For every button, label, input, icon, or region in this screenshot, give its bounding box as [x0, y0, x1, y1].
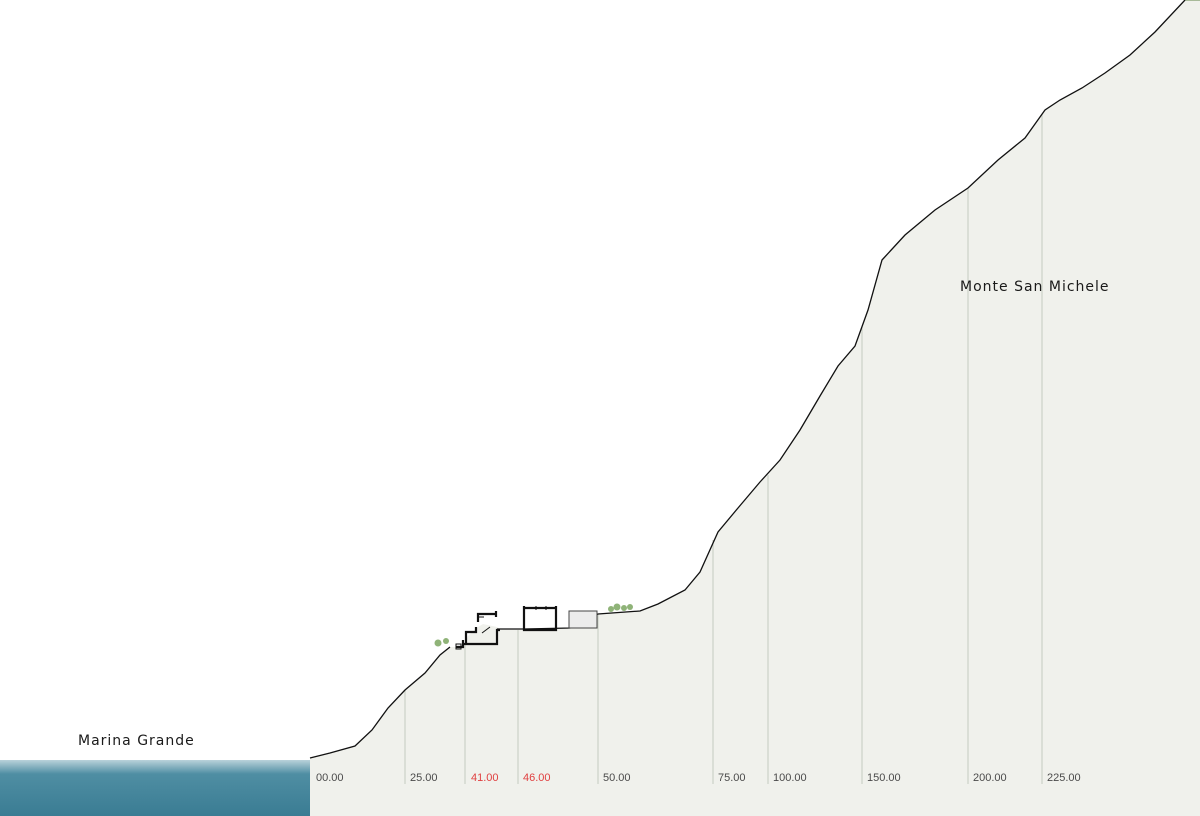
elevation-label: 00.00 [316, 772, 344, 784]
elevation-label: 225.00 [1047, 772, 1081, 784]
elevation-label: 100.00 [773, 772, 807, 784]
sea [0, 760, 310, 816]
terrain-mass [310, 0, 1200, 816]
elevation-labels: 00.00 25.00 41.00 46.00 50.00 75.00 100.… [316, 772, 1081, 784]
building-section-lower [455, 611, 500, 650]
elevation-label: 41.00 [471, 772, 499, 784]
building-section-upper [522, 606, 558, 632]
vegetation [434, 603, 633, 647]
ground-profile-line [309, 0, 1186, 759]
elevation-label: 46.00 [523, 772, 551, 784]
station-gridlines [404, 114, 1043, 784]
elevation-label: 200.00 [973, 772, 1007, 784]
elevation-label: 75.00 [718, 772, 746, 784]
marina-grande-label: Marina Grande [78, 733, 195, 749]
elevation-label: 150.00 [867, 772, 901, 784]
elevation-label: 25.00 [410, 772, 438, 784]
existing-structure [568, 610, 598, 629]
monte-san-michele-label: Monte San Michele [960, 279, 1110, 295]
elevation-label: 50.00 [603, 772, 631, 784]
